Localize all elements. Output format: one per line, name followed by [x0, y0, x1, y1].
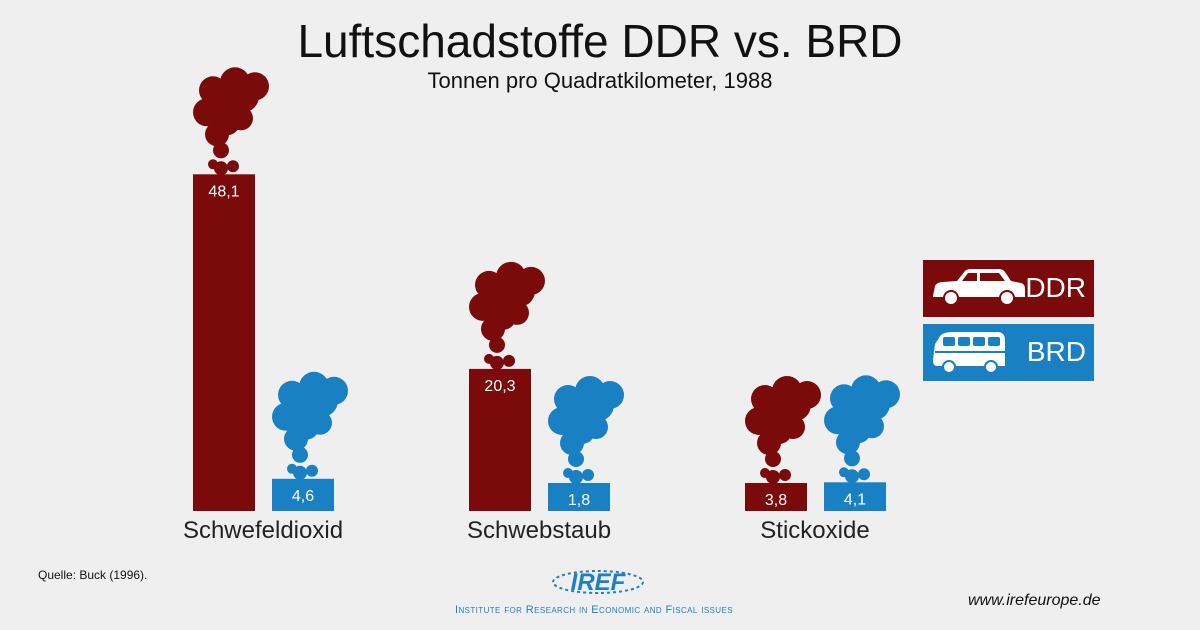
bar-brd-stickoxide	[824, 482, 886, 511]
chart-subtitle: Tonnen pro Quadratkilometer, 1988	[427, 68, 773, 93]
bar-brd-schwebstaub	[548, 483, 610, 511]
bar-ddr-stickoxide	[745, 483, 807, 511]
car-icon	[933, 269, 1025, 306]
value-label-ddr-stickoxide: 3,8	[765, 492, 787, 509]
chart-title: Luftschadstoffe DDR vs. BRD	[297, 15, 903, 67]
value-label-brd-schwebstaub: 1,8	[568, 492, 590, 509]
smoke-brd-schwefeldioxid	[272, 371, 348, 480]
van-icon	[933, 332, 1005, 374]
legend-ddr: DDR	[923, 260, 1094, 317]
smoke-ddr-stickoxide	[745, 376, 821, 484]
legend-ddr-label: DDR	[1025, 272, 1086, 303]
value-label-ddr-schwebstaub: 20,3	[484, 378, 515, 395]
category-label-stickoxide: Stickoxide	[760, 517, 869, 544]
iref-logo-text: IREF	[571, 569, 627, 596]
legend-brd-label: BRD	[1026, 336, 1086, 367]
value-label-brd-stickoxide: 4,1	[844, 491, 866, 508]
smoke-brd-stickoxide	[824, 375, 900, 484]
value-label-brd-schwefeldioxid: 4,6	[292, 488, 314, 505]
category-label-schwebstaub: Schwebstaub	[467, 517, 611, 544]
iref-logo: IREF	[552, 569, 644, 596]
bar-ddr-schwefeldioxid	[193, 174, 255, 512]
source-note: Quelle: Buck (1996).	[38, 568, 148, 582]
smoke-ddr-schwefeldioxid	[193, 67, 269, 176]
website-link[interactable]: www.irefeurope.de	[968, 592, 1101, 609]
smoke-ddr-schwebstaub	[469, 261, 545, 370]
iref-tagline: Institute for Research in Economic and F…	[455, 604, 733, 616]
bar-ddr-schwebstaub	[469, 368, 531, 511]
bar-brd-schwefeldioxid	[272, 478, 334, 511]
value-label-ddr-schwefeldioxid: 48,1	[208, 183, 239, 200]
smoke-brd-schwebstaub	[548, 376, 624, 484]
legend-brd: BRD	[923, 324, 1094, 381]
category-label-schwefeldioxid: Schwefeldioxid	[183, 517, 343, 544]
